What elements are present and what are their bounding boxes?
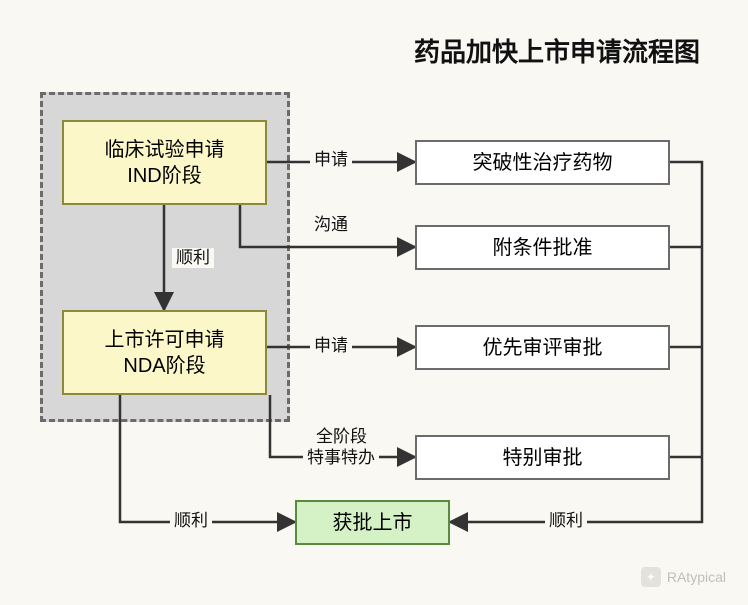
watermark: ✦ RAtypical	[641, 567, 726, 587]
label-spec-1: 全阶段	[312, 427, 371, 447]
label-spec-2: 特事特办	[303, 448, 379, 468]
node-approved: 获批上市	[295, 500, 450, 545]
label-right-appr: 顺利	[545, 511, 587, 531]
label-ind-break: 申请	[310, 150, 352, 170]
node-ind-line1: 临床试验申请	[105, 137, 225, 163]
node-cond-label: 附条件批准	[493, 235, 593, 261]
diagram-title: 药品加快上市申请流程图	[414, 32, 700, 69]
label-ind-cond: 沟通	[310, 215, 352, 235]
node-nda: 上市许可申请 NDA阶段	[62, 310, 267, 395]
label-ind-nda: 顺利	[172, 248, 214, 268]
node-spec-label: 特别审批	[503, 445, 583, 471]
wechat-icon: ✦	[641, 567, 661, 587]
node-breakthrough: 突破性治疗药物	[415, 140, 670, 185]
node-appr-label: 获批上市	[333, 510, 413, 536]
label-nda-prio: 申请	[310, 336, 352, 356]
node-ind-line2: IND阶段	[127, 163, 201, 189]
watermark-text: RAtypical	[667, 569, 726, 585]
label-nda-appr: 顺利	[170, 511, 212, 531]
node-special: 特别审批	[415, 435, 670, 480]
node-priority: 优先审评审批	[415, 325, 670, 370]
node-break-label: 突破性治疗药物	[473, 150, 613, 176]
node-conditional: 附条件批准	[415, 225, 670, 270]
node-nda-line1: 上市许可申请	[105, 327, 225, 353]
node-ind: 临床试验申请 IND阶段	[62, 120, 267, 205]
node-prio-label: 优先审评审批	[483, 335, 603, 361]
node-nda-line2: NDA阶段	[123, 353, 205, 379]
